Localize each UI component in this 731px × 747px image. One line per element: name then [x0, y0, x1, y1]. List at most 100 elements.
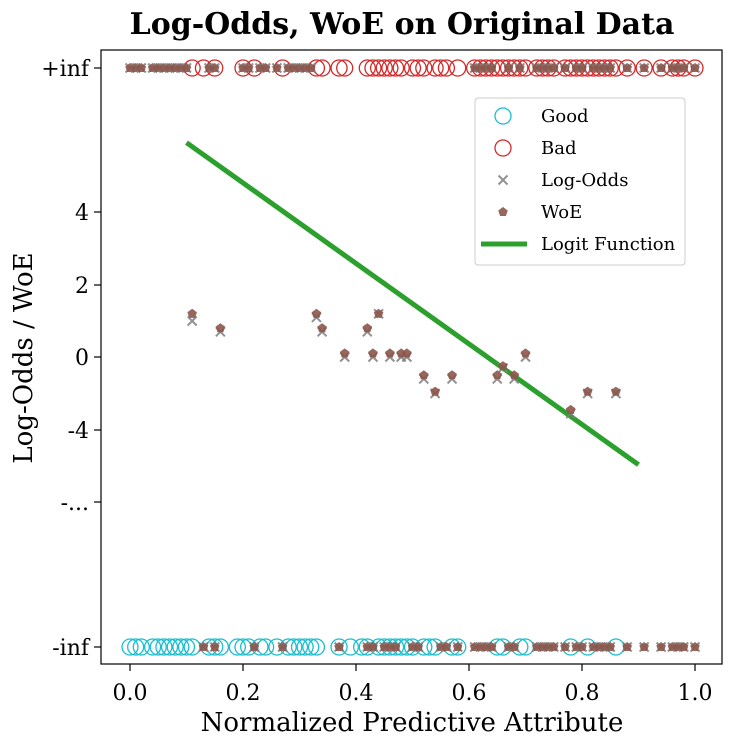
legend-marker-log-odds — [497, 174, 509, 186]
woe-point — [486, 63, 497, 73]
woe-point — [136, 63, 147, 73]
bad-point — [392, 59, 410, 77]
legend-label: Good — [541, 106, 589, 127]
woe-point — [639, 63, 649, 73]
woe-point — [368, 642, 378, 652]
woe-point — [492, 370, 503, 380]
y-axis-label: Log-Odds / WoE — [9, 252, 39, 463]
woe-point — [368, 348, 378, 358]
x-axis-label: Normalized Predictive Attribute — [201, 708, 624, 738]
woe-point — [272, 63, 282, 73]
woe-point — [390, 642, 401, 652]
bad-point — [369, 59, 388, 77]
bad-point — [635, 59, 653, 77]
bad-point — [330, 59, 348, 77]
woe-point — [656, 63, 666, 73]
woe-point — [334, 642, 344, 652]
y-tick-label: -4 — [68, 419, 89, 444]
woe-point — [385, 348, 395, 358]
bad-point — [381, 59, 399, 77]
good-point — [302, 638, 320, 656]
woe-point — [249, 642, 260, 652]
bad-point — [364, 59, 382, 77]
good-point — [126, 638, 145, 656]
woe-point — [243, 63, 254, 73]
good-point — [166, 638, 184, 656]
woe-point — [311, 308, 322, 318]
good-point — [296, 638, 314, 656]
woe-point — [656, 642, 666, 652]
woe-point — [260, 63, 271, 73]
bad-point — [375, 59, 393, 77]
plot-frame — [100, 49, 723, 665]
woe-point — [215, 323, 226, 333]
bad-point — [336, 59, 354, 77]
woe-point — [181, 63, 192, 73]
good-point — [132, 638, 150, 656]
woe-point — [690, 642, 700, 652]
woe-point — [503, 63, 514, 73]
good-point — [143, 638, 162, 656]
woe-point — [577, 63, 587, 73]
x-tick-label: 0.6 — [452, 681, 487, 706]
chart-title: Log-Odds, WoE on Original Data — [130, 7, 675, 42]
legend-label: WoE — [541, 202, 582, 223]
woe-point — [447, 370, 457, 380]
woe-point — [419, 370, 429, 380]
woe-point — [498, 361, 508, 371]
woe-point — [209, 63, 220, 73]
woe-point — [402, 348, 412, 358]
woe-point — [277, 642, 288, 652]
woe-point — [209, 642, 220, 652]
y-tick-label: 0 — [75, 346, 89, 371]
woe-point — [441, 642, 452, 652]
woe-point — [678, 642, 689, 652]
log-odds-point — [186, 315, 198, 327]
bad-point — [386, 59, 405, 77]
woe-point — [187, 308, 197, 318]
good-point — [121, 638, 139, 656]
y-tick-label: 4 — [75, 201, 89, 226]
y-tick-label: +inf — [41, 57, 91, 82]
woe-point — [452, 642, 463, 652]
bad-point — [437, 59, 456, 77]
x-tick-label: 0.8 — [565, 681, 600, 706]
woe-point — [678, 63, 689, 73]
x-tick-label: 0.4 — [339, 681, 374, 706]
bad-point — [403, 59, 422, 77]
ticks-layer: 0.0 0.2 0.4 0.6 0.8 1.0 +inf 4 2 0 -4 -... -inf — [41, 57, 712, 706]
woe-point — [509, 642, 519, 652]
y-tick-label: -inf — [52, 636, 91, 661]
legend-marker-good — [494, 107, 512, 125]
good-point — [149, 638, 167, 656]
good-point — [177, 638, 196, 656]
woe-point — [622, 642, 632, 652]
woe-point — [560, 63, 570, 73]
legend-label: Bad — [541, 138, 576, 159]
woe-point — [565, 404, 576, 414]
legend-marker-woe — [498, 207, 508, 217]
woe-point — [362, 323, 373, 333]
woe-point — [611, 386, 621, 396]
woe-point — [373, 308, 384, 318]
x-tick-label: 1.0 — [678, 681, 713, 706]
bad-point — [432, 59, 450, 77]
woe-point — [306, 63, 316, 73]
woe-point — [577, 642, 587, 652]
woe-point — [486, 642, 497, 652]
woe-point — [317, 323, 327, 333]
woe-point — [548, 63, 559, 73]
woe-point — [339, 348, 350, 358]
woe-point — [515, 63, 525, 73]
bad-point — [409, 59, 427, 77]
good-point — [307, 638, 326, 656]
woe-point — [548, 642, 559, 652]
woe-point — [509, 370, 519, 380]
legend-label: Logit Function — [541, 234, 676, 255]
woe-point — [639, 642, 649, 652]
good-point — [330, 638, 348, 656]
legend-label: Log-Odds — [541, 170, 628, 191]
y-tick-label: 2 — [75, 274, 89, 299]
woe-point — [413, 642, 423, 652]
